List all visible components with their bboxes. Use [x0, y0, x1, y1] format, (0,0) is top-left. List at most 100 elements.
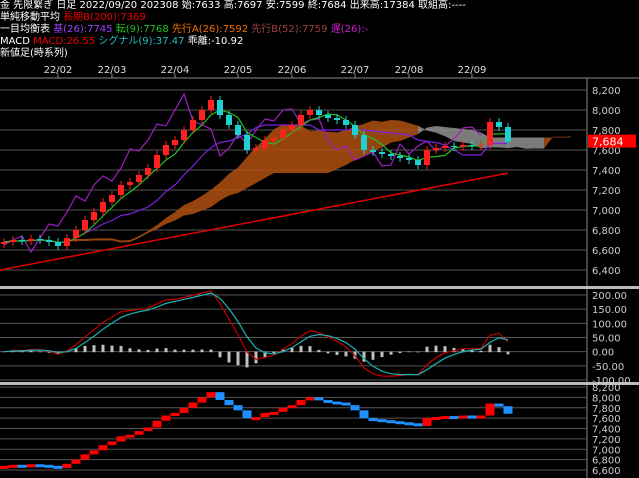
macd-histogram-bar — [371, 351, 375, 360]
new-value-block — [476, 415, 486, 419]
newvalue-tick-label: 7,200 — [592, 435, 621, 446]
ichimoku-cloud-segment — [139, 231, 148, 238]
new-value-block — [458, 415, 468, 419]
ichimoku-cloud-segment — [373, 120, 382, 151]
new-value-block — [224, 399, 234, 406]
candle-body — [343, 120, 349, 125]
month-tick-label: 22/04 — [161, 65, 190, 76]
candle-body — [1, 242, 7, 244]
ichimoku-cloud-segment — [445, 127, 454, 141]
month-tick-label: 22/08 — [395, 65, 424, 76]
candle-body — [280, 130, 286, 138]
price-tick-label: 7,800 — [592, 126, 621, 137]
macd-histogram-bar — [326, 351, 330, 354]
panel-splitter — [0, 286, 639, 289]
price-tick-label: 7,000 — [592, 206, 621, 217]
candle-body — [199, 110, 205, 120]
senkou-b-value: 先行B(52):7759 — [251, 24, 328, 35]
macd-histogram-bar — [200, 349, 204, 353]
candle-body — [397, 156, 403, 158]
candle-body — [136, 175, 142, 182]
candle-body — [46, 240, 52, 242]
new-value-block — [0, 465, 9, 469]
new-value-block — [440, 416, 450, 420]
macd-histogram-bar — [497, 347, 501, 353]
new-value-block — [161, 415, 171, 421]
macd-histogram-bar — [92, 345, 96, 353]
candle-body — [415, 160, 421, 165]
macd-histogram-bar — [452, 347, 456, 353]
month-tick-label: 22/07 — [341, 65, 370, 76]
candle-body — [505, 127, 511, 142]
new-value-block — [503, 406, 513, 414]
quote-line: 金 先限繋ぎ 日足 2022/09/20 202308 始:7633 高:769… — [0, 0, 466, 11]
ichimoku-cloud-segment — [472, 130, 481, 149]
signal-line — [3, 292, 509, 376]
new-value-block — [332, 401, 342, 405]
newvalue-tick-label: 7,800 — [592, 404, 621, 415]
new-value-block — [179, 407, 189, 413]
price-tick-label: 6,600 — [592, 246, 621, 257]
macd-histogram-bar — [47, 351, 51, 353]
month-tick-label: 22/02 — [44, 65, 73, 76]
macd-tick-label: 150.00 — [592, 305, 627, 316]
macd-histogram-bar — [218, 351, 222, 358]
candle-body — [181, 130, 187, 140]
candle-body — [406, 158, 412, 160]
ichimoku-cloud-segment — [292, 124, 301, 173]
kijun-value: 基(26):7745 — [53, 24, 113, 35]
macd-tick-label: 100.00 — [592, 319, 627, 330]
month-tick-label: 22/06 — [278, 65, 307, 76]
macd-histogram-bar — [362, 351, 366, 362]
new-value-block — [368, 418, 378, 422]
macd-histogram-bar — [182, 349, 186, 353]
candle-body — [10, 240, 16, 242]
chikou-value: 遅(26):- — [330, 24, 369, 35]
candle-body — [262, 140, 268, 148]
ichimoku-cloud-segment — [382, 120, 391, 148]
macd-histogram-bar — [254, 351, 258, 364]
chikou-span-line — [3, 92, 482, 254]
chart-header: 金 先限繋ぎ 日足 2022/09/20 202308 始:7633 高:769… — [0, 0, 639, 60]
new-value-block — [485, 403, 495, 416]
ichimoku-cloud-segment — [328, 131, 337, 173]
price-tick-label: 8,200 — [592, 86, 621, 97]
ichimoku-cloud-segment — [148, 225, 157, 233]
new-value-block — [8, 464, 18, 468]
macd-histogram-bar — [344, 351, 348, 357]
new-value-block — [494, 403, 504, 407]
candle-body — [172, 140, 178, 145]
new-value-block — [386, 420, 396, 424]
chart-canvas[interactable]: 22/02 22/03 22/04 22/05 22/06 22/07 22/08 22/09… — [0, 60, 639, 478]
candle-body — [370, 150, 376, 152]
candle-body — [469, 145, 475, 146]
ichimoku-cloud-segment — [400, 120, 409, 141]
new-value-block — [206, 392, 216, 398]
new-value-block — [431, 417, 441, 421]
newvalue-tick-label: 7,600 — [592, 414, 621, 425]
macd-histogram-bar — [191, 349, 195, 353]
macd-histogram-bar — [434, 345, 438, 353]
price-tick-label: 6,400 — [592, 266, 621, 277]
newvalue-tick-label: 7,400 — [592, 425, 621, 436]
candle-body — [334, 118, 340, 120]
new-value-block — [80, 454, 90, 460]
newvalue-tick-label: 7,000 — [592, 445, 621, 456]
new-value-block — [359, 410, 369, 419]
ichimoku-cloud-segment — [544, 136, 553, 149]
ichimoku-cloud-segment — [427, 126, 436, 133]
ichimoku-cloud-segment — [229, 167, 238, 196]
new-value-block — [413, 423, 423, 427]
macd-histogram-bar — [425, 346, 429, 353]
new-value-block — [287, 405, 297, 409]
macd-histogram-bar — [74, 348, 78, 353]
new-value-block — [260, 412, 270, 418]
new-value-block — [350, 405, 360, 411]
candle-body — [451, 146, 457, 147]
macd-tick-label: 0.00 — [592, 348, 614, 359]
new-value-block — [152, 420, 162, 428]
ichimoku-cloud-segment — [184, 201, 193, 216]
ichimoku-cloud-segment — [562, 136, 571, 138]
new-value-block — [53, 465, 63, 469]
ichimoku-cloud-segment — [418, 125, 427, 134]
